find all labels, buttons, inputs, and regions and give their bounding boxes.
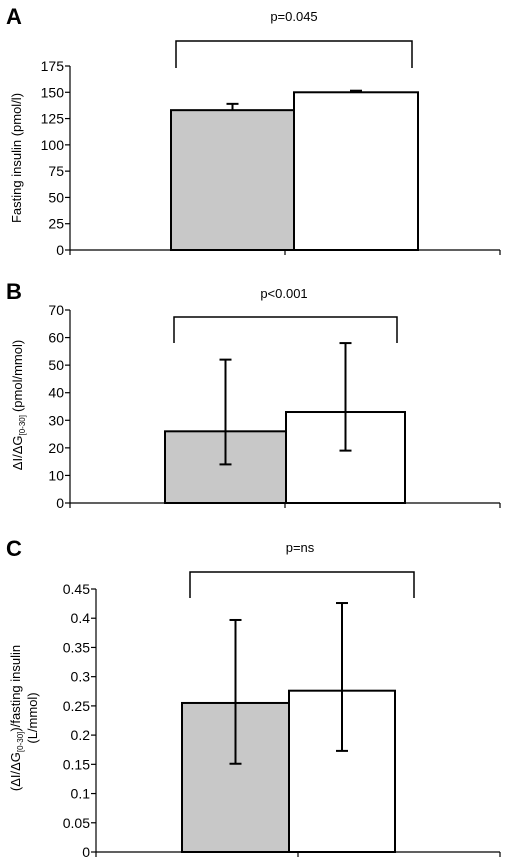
panel-a-significance-bracket (175, 40, 413, 68)
panel-c-significance-bracket (189, 571, 415, 598)
panel-c-ylabel-line2: (L/mmol) (25, 692, 40, 743)
panel-a-y-tick-label: 125 (41, 111, 65, 127)
panel-a-y-tick-label: 100 (41, 137, 65, 153)
panel-c-y-tick-label: 0.35 (63, 639, 90, 655)
panel-b-pvalue: p<0.001 (260, 286, 307, 301)
panel-c-pvalue: p=ns (286, 540, 315, 555)
panel-c-ylabel: (ΔI/ΔG[0-30])/fasting insulin (8, 645, 25, 791)
panel-b-y-tick-label: 50 (48, 357, 64, 373)
panel-b-y-tick-label: 60 (48, 330, 64, 346)
panel-c-letter: C (6, 536, 22, 561)
panel-b-y-tick-label: 0 (56, 495, 64, 511)
panel-b-ylabel: ΔI/ΔG[0-30](pmol/mmol) (10, 340, 27, 470)
panel-a-bar-2 (293, 91, 419, 251)
panel-a-y-tick-label: 25 (48, 216, 64, 232)
panel-a-ylabel: Fasting insulin (pmol/l) (9, 93, 24, 223)
panel-a-bar-1 (170, 109, 295, 251)
plots-layer: 0 25 50 75 100 125 150 175 0 10 20 30 40 50 60 70 0 0.05 0… (41, 40, 501, 860)
panel-b-significance-bracket (173, 316, 398, 343)
panel-c-y-tick-label: 0.05 (63, 815, 90, 831)
panel-b-y-tick-label: 10 (48, 467, 64, 483)
panel-c-y-tick-label: 0.25 (63, 698, 90, 714)
panel-c-y-tick-label: 0.3 (71, 669, 91, 685)
panel-a-y-tick-label: 150 (41, 84, 65, 100)
panel-b-y-tick-label: 40 (48, 385, 64, 401)
panel-b-letter: B (6, 279, 22, 304)
panel-c-y-tick-label: 0.15 (63, 756, 90, 772)
panel-c-y-tick-label: 0.45 (63, 581, 90, 597)
panel-a-letter: A (6, 4, 22, 29)
panel-b-y-tick-label: 70 (48, 302, 64, 318)
panel-c-y-tick-label: 0.1 (71, 786, 91, 802)
panel-a-y-tick-label: 0 (56, 242, 64, 258)
panel-c-y-tick-label: 0.2 (71, 727, 91, 743)
panel-c-y-tick-label: 0 (82, 844, 90, 860)
panel-b-y-tick-label: 20 (48, 440, 64, 456)
panel-a-y-tick-label: 75 (48, 163, 64, 179)
panel-b-y-tick-label: 30 (48, 412, 64, 428)
panel-b-bar-2 (285, 411, 406, 504)
panel-a-y-tick-label: 50 (48, 189, 64, 205)
panel-c-y-tick-label: 0.4 (71, 610, 91, 626)
panel-a-y-tick-label: 175 (41, 58, 65, 74)
panel-a-pvalue: p=0.045 (270, 9, 317, 24)
